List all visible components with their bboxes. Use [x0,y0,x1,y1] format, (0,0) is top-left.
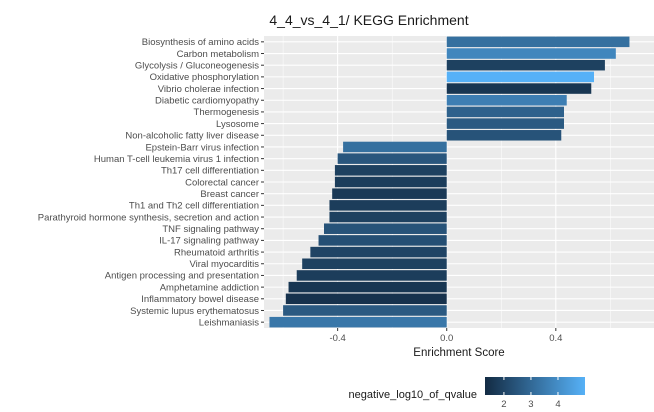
color-legend: negative_log10_of_qvalue 2 3 4 [349,377,585,410]
legend-tick-label: 2 [501,399,506,410]
category-label: Carbon metabolism [177,49,259,60]
category-label: TNF signaling pathway [162,224,259,235]
category-label: Thermogenesis [194,107,260,118]
bar [446,71,594,83]
bar [446,94,567,106]
category-label: Diabetic cardiomyopathy [155,96,259,107]
bar [310,246,447,258]
bar [446,106,564,118]
category-label: Biosynthesis of amino acids [142,37,259,48]
bar [329,211,447,223]
bar [334,165,447,176]
x-axis-ticks: -0.4 0.0 0.4 [329,328,562,344]
bar [446,36,630,48]
category-label: Th1 and Th2 cell differentiation [129,201,259,212]
category-label: IL-17 signaling pathway [159,236,259,247]
bar [446,83,592,94]
category-label: Breast cancer [200,189,259,200]
category-label: Lysosome [216,119,259,130]
bar [343,141,447,153]
bar [329,200,447,211]
bar [324,223,447,234]
bar [446,130,562,141]
legend-colorbar [485,377,585,395]
category-label: Parathyroid hormone synthesis, secretion… [38,212,259,223]
bars [269,36,630,328]
bar [302,258,447,270]
category-label: Epstein-Barr virus infection [145,142,259,153]
legend-tick-label: 4 [555,399,560,410]
category-label: Colorectal cancer [185,177,259,188]
category-label: Amphetamine addiction [160,282,259,293]
legend-title: negative_log10_of_qvalue [349,389,477,401]
chart-title: 4_4_vs_4_1/ KEGG Enrichment [269,12,468,28]
category-label: Leishmaniasis [199,317,259,328]
bar [332,188,447,199]
category-label: Oxidative phosphorylation [150,72,259,83]
bar [446,118,564,129]
category-label: Systemic lupus erythematosus [130,306,259,317]
x-tick-label: 0.4 [549,333,562,344]
x-tick-label: -0.4 [329,333,345,344]
x-tick-label: 0.0 [440,333,453,344]
bar [269,316,447,328]
category-label: Vibrio cholerae infection [158,84,259,95]
legend-tick-label: 3 [528,399,533,410]
category-label: Th17 cell differentiation [161,166,259,177]
category-label: Inflammatory bowel disease [141,294,259,305]
category-label: Human T-cell leukemia virus 1 infection [94,154,259,165]
category-label: Rheumatoid arthritis [174,247,259,258]
bar [296,270,447,281]
category-label: Viral myocarditis [189,259,259,270]
bar [334,176,447,188]
bar [446,59,605,71]
category-label: Non-alcoholic fatty liver disease [125,131,259,142]
bar [337,153,447,164]
bar [446,48,616,59]
bar [288,281,447,293]
bar [283,305,447,316]
category-label: Antigen processing and presentation [105,271,259,282]
category-label: Glycolysis / Gluconeogenesis [135,61,259,72]
bar [285,293,447,305]
bar [318,235,447,246]
x-axis-title: Enrichment Score [413,347,504,359]
